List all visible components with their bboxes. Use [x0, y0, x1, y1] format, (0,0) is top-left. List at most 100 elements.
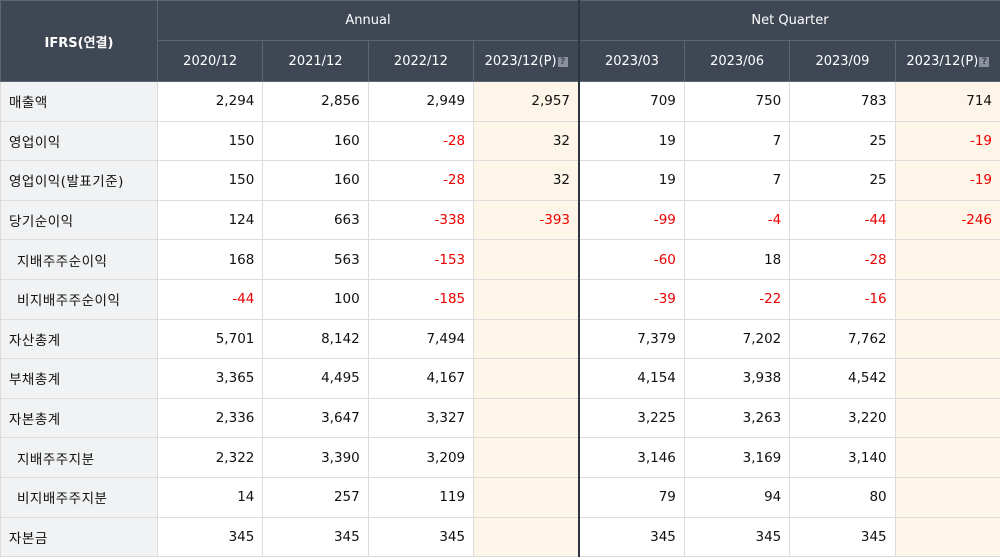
row-label: 비지배주주지분 — [1, 477, 158, 517]
value-cell — [895, 517, 1000, 557]
value-cell: -60 — [579, 240, 684, 280]
row-label: 부채총계 — [1, 359, 158, 399]
value-cell — [895, 438, 1000, 478]
value-cell — [895, 398, 1000, 438]
value-cell: 3,140 — [790, 438, 895, 478]
value-cell: 8,142 — [263, 319, 368, 359]
value-cell: -153 — [368, 240, 473, 280]
value-cell: 3,209 — [368, 438, 473, 478]
value-cell: 25 — [790, 161, 895, 201]
value-cell: 7,494 — [368, 319, 473, 359]
row-label: 자본금 — [1, 517, 158, 557]
value-cell: -28 — [790, 240, 895, 280]
value-cell — [895, 477, 1000, 517]
value-cell: 2,856 — [263, 82, 368, 122]
period-header: 2022/12 — [368, 41, 473, 82]
value-cell: 3,263 — [684, 398, 789, 438]
value-cell: 14 — [158, 477, 263, 517]
value-cell: -16 — [790, 279, 895, 319]
value-cell: 714 — [895, 82, 1000, 122]
value-cell: 345 — [579, 517, 684, 557]
value-cell: 2,322 — [158, 438, 263, 478]
ifrs-header: IFRS(연결) — [1, 1, 158, 82]
value-cell: -44 — [790, 200, 895, 240]
value-cell: 3,220 — [790, 398, 895, 438]
value-cell: 150 — [158, 161, 263, 201]
value-cell: 3,647 — [263, 398, 368, 438]
row-label: 영업이익(발표기준) — [1, 161, 158, 201]
value-cell: 119 — [368, 477, 473, 517]
period-header: 2023/09 — [790, 41, 895, 82]
net-quarter-header: Net Quarter — [579, 1, 1000, 41]
value-cell: 4,167 — [368, 359, 473, 399]
value-cell: 5,701 — [158, 319, 263, 359]
value-cell: 563 — [263, 240, 368, 280]
value-cell: 750 — [684, 82, 789, 122]
value-cell: 124 — [158, 200, 263, 240]
value-cell: 4,495 — [263, 359, 368, 399]
value-cell: -19 — [895, 121, 1000, 161]
value-cell — [895, 240, 1000, 280]
value-cell: 257 — [263, 477, 368, 517]
period-header: 2023/12(P)? — [474, 41, 579, 82]
value-cell: 3,225 — [579, 398, 684, 438]
row-label: 지배주주순이익 — [1, 240, 158, 280]
value-cell — [474, 359, 579, 399]
value-cell — [895, 279, 1000, 319]
value-cell: 168 — [158, 240, 263, 280]
value-cell: 709 — [579, 82, 684, 122]
value-cell: -246 — [895, 200, 1000, 240]
value-cell: 7,379 — [579, 319, 684, 359]
period-header: 2023/03 — [579, 41, 684, 82]
period-header: 2023/12(P)? — [895, 41, 1000, 82]
help-icon[interactable]: ? — [558, 57, 568, 67]
value-cell — [895, 359, 1000, 399]
value-cell: 3,327 — [368, 398, 473, 438]
value-cell: -4 — [684, 200, 789, 240]
row-label: 자본총계 — [1, 398, 158, 438]
value-cell: 160 — [263, 121, 368, 161]
row-label: 매출액 — [1, 82, 158, 122]
value-cell — [474, 240, 579, 280]
value-cell: 663 — [263, 200, 368, 240]
value-cell: 19 — [579, 121, 684, 161]
value-cell: 3,390 — [263, 438, 368, 478]
value-cell: 19 — [579, 161, 684, 201]
row-label: 비지배주주순이익 — [1, 279, 158, 319]
help-icon[interactable]: ? — [979, 57, 989, 67]
value-cell: 3,169 — [684, 438, 789, 478]
value-cell: 32 — [474, 121, 579, 161]
row-label: 지배주주지분 — [1, 438, 158, 478]
row-label: 자산총계 — [1, 319, 158, 359]
value-cell: -393 — [474, 200, 579, 240]
value-cell — [474, 279, 579, 319]
value-cell: 100 — [263, 279, 368, 319]
value-cell — [474, 398, 579, 438]
value-cell: -185 — [368, 279, 473, 319]
value-cell: 18 — [684, 240, 789, 280]
value-cell: 345 — [368, 517, 473, 557]
value-cell: -39 — [579, 279, 684, 319]
value-cell: 4,154 — [579, 359, 684, 399]
value-cell: 150 — [158, 121, 263, 161]
value-cell: 94 — [684, 477, 789, 517]
value-cell: -22 — [684, 279, 789, 319]
value-cell: 345 — [790, 517, 895, 557]
value-cell: 2,294 — [158, 82, 263, 122]
period-header: 2020/12 — [158, 41, 263, 82]
value-cell: 32 — [474, 161, 579, 201]
value-cell: 25 — [790, 121, 895, 161]
value-cell — [474, 438, 579, 478]
